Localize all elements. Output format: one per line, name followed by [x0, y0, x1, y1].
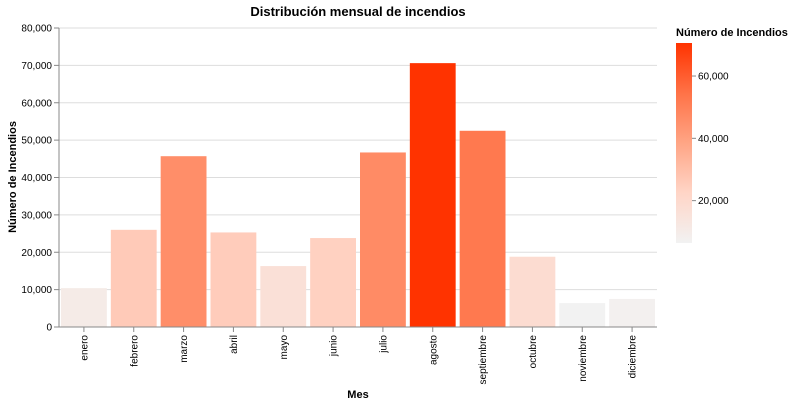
- x-tick-label: noviembre: [578, 335, 589, 382]
- bar-diciembre: [609, 298, 655, 327]
- x-tick-label: diciembre: [628, 335, 639, 379]
- bar-marzo: [160, 156, 207, 327]
- bar-abril: [210, 232, 257, 327]
- y-tick-label: 80,000: [21, 24, 52, 35]
- x-axis-title: Mes: [347, 389, 368, 401]
- y-tick-label: 20,000: [21, 248, 52, 259]
- bar-agosto: [409, 63, 456, 327]
- y-tick-label: 50,000: [21, 136, 52, 147]
- bar-julio: [360, 152, 406, 327]
- legend-color-ramp: [676, 43, 692, 243]
- x-tick-label: enero: [79, 335, 90, 361]
- y-tick-label: 10,000: [21, 285, 52, 296]
- y-tick-label: 0: [46, 323, 52, 334]
- bar-octubre: [509, 256, 556, 327]
- chart-title: Distribución mensual de incendios: [250, 4, 465, 19]
- gridlines: [59, 27, 657, 328]
- x-tick-label: abril: [229, 335, 240, 354]
- x-tick-label: julio: [378, 335, 389, 354]
- x-tick-label: febrero: [129, 335, 140, 367]
- bars: [61, 63, 655, 327]
- legend-tick-label: 40,000: [698, 134, 729, 145]
- x-tick-label: septiembre: [478, 335, 489, 385]
- y-axis: 0 10,000 20,000 30,000 40,000 50,000 60,000 70,…: [21, 24, 60, 334]
- x-tick-label: agosto: [428, 335, 439, 365]
- bar-febrero: [110, 229, 157, 327]
- x-tick-label: junio: [329, 335, 340, 358]
- bar-junio: [310, 238, 356, 327]
- legend-ticks: 20,000 40,000 60,000: [692, 72, 729, 207]
- y-tick-label: 40,000: [21, 173, 52, 184]
- y-tick-label: 60,000: [21, 98, 52, 109]
- y-tick-label: 70,000: [21, 61, 52, 72]
- bar-noviembre: [559, 303, 606, 327]
- y-tick-label: 30,000: [21, 210, 52, 221]
- y-axis-title: Número de Incendios: [7, 121, 19, 233]
- x-tick-label: octubre: [528, 335, 539, 369]
- bar-septiembre: [459, 130, 506, 327]
- bar-mayo: [260, 266, 307, 327]
- legend-tick-label: 20,000: [698, 196, 729, 207]
- x-axis: enero febrero marzo abril mayo junio julio agos…: [59, 326, 657, 385]
- legend-tick-label: 60,000: [698, 72, 729, 83]
- x-tick-label: marzo: [179, 335, 190, 363]
- bar-enero: [61, 288, 107, 327]
- legend-title: Número de Incendios: [676, 27, 788, 39]
- color-legend: Número de Incendios 20,000 40,000 60,000: [676, 27, 788, 243]
- x-tick-label: mayo: [279, 335, 290, 360]
